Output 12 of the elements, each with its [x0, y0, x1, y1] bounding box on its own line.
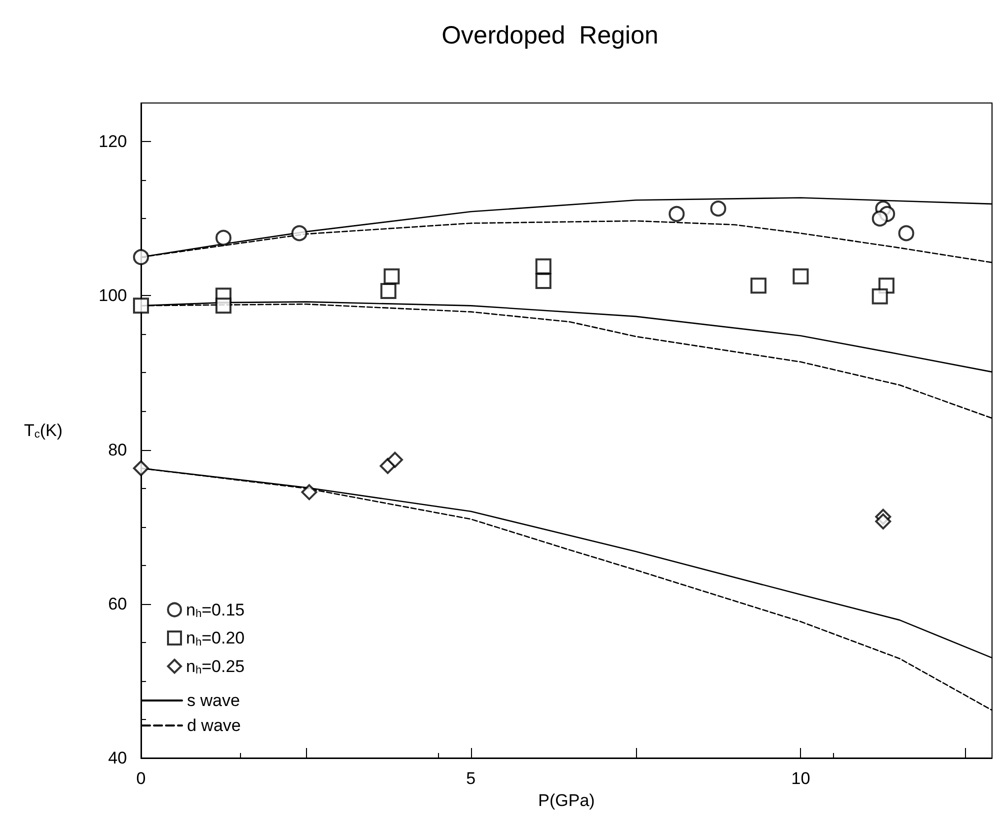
- y-tick-label: 40: [108, 748, 127, 768]
- legend-label: s wave: [187, 691, 240, 710]
- x-tick-label: 0: [136, 769, 146, 788]
- y-tick-label: 100: [98, 286, 127, 306]
- y-tick-label: 60: [108, 594, 127, 614]
- x-tick-label: 5: [466, 769, 476, 788]
- y-tick-label: 80: [108, 440, 127, 460]
- y-tick-label: 120: [98, 132, 127, 152]
- x-tick-label: 10: [791, 769, 810, 788]
- legend-label: d wave: [187, 716, 241, 735]
- chart-title: Overdoped Region: [442, 22, 658, 50]
- x-axis-title: P(GPa): [538, 790, 595, 810]
